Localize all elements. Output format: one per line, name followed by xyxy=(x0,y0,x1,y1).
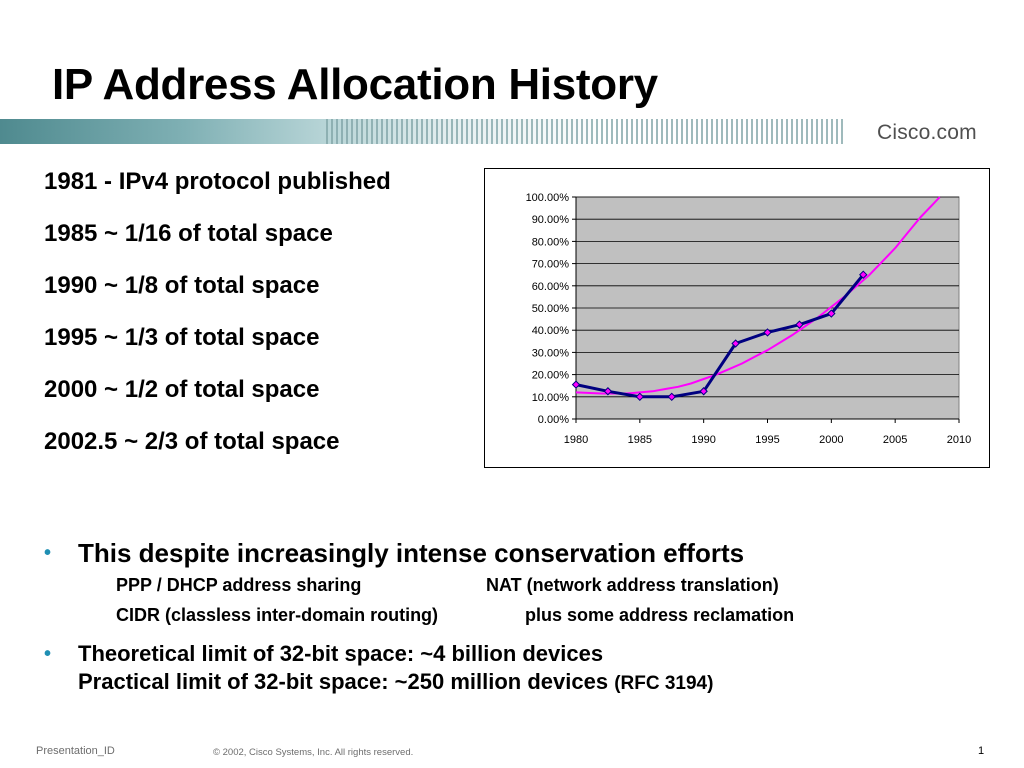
limit-theoretical: Theoretical limit of 32-bit space: ~4 bi… xyxy=(78,641,604,666)
cisco-logo: Cisco.com xyxy=(877,121,977,144)
data-point xyxy=(635,392,645,402)
data-point xyxy=(667,392,676,402)
data-point xyxy=(763,328,772,337)
bullet-icon: • xyxy=(44,643,52,665)
bullet-icon: • xyxy=(44,542,52,564)
y-tick-label: 90.00% xyxy=(532,214,570,226)
x-tick-label: 1980 xyxy=(564,434,588,446)
series-line-actual xyxy=(575,273,865,399)
timeline-item-1981: 1981 - IPv4 protocol published xyxy=(44,168,391,195)
y-tick-label: 20.00% xyxy=(532,370,570,382)
chart-svg: 0.00% 10.00% 20.00% 30.00% 40.00% 50.00% 60.00… xyxy=(526,192,972,446)
y-tick-label: 0.00% xyxy=(538,414,569,426)
data-point xyxy=(827,309,836,318)
sub-nat: NAT (network address translation) xyxy=(486,575,779,595)
limit-practical-line: Practical limit of 32-bit space: ~250 mi… xyxy=(78,668,744,698)
x-tick-label: 2010 xyxy=(947,434,971,446)
data-point xyxy=(571,380,581,389)
x-tick-label: 2005 xyxy=(883,434,907,446)
data-point xyxy=(731,339,740,348)
sub-reclamation: plus some address reclamation xyxy=(525,605,795,625)
slide-title: IP Address Allocation History xyxy=(52,60,658,109)
data-point xyxy=(859,270,868,279)
data-point xyxy=(699,387,708,396)
timeline-list: 1981 - IPv4 protocol published 1985 ~ 1/… xyxy=(44,168,391,480)
x-tick-label: 1995 xyxy=(755,434,779,446)
sub-row-1: PPP / DHCP address sharing NAT (network … xyxy=(44,570,779,600)
y-tick-label: 40.00% xyxy=(532,325,570,337)
allocation-chart: 0.00% 10.00% 20.00% 30.00% 40.00% 50.00% 60.00… xyxy=(484,168,990,468)
footer-presentation-id: Presentation_ID xyxy=(36,745,115,757)
rfc-reference: (RFC 3194) xyxy=(614,673,714,694)
sub-row-2: CIDR (classless inter-domain routing) pl… xyxy=(44,600,794,630)
timeline-item-1990: 1990 ~ 1/8 of total space xyxy=(44,272,320,299)
x-tick-label: 1990 xyxy=(691,434,715,446)
bullet-conservation: • This despite increasingly intense cons… xyxy=(44,536,744,570)
y-tick-label: 10.00% xyxy=(532,392,570,404)
y-tick-label: 70.00% xyxy=(532,259,570,271)
y-tick-label: 30.00% xyxy=(532,347,570,359)
footer-copyright: © 2002, Cisco Systems, Inc. All rights r… xyxy=(213,747,414,758)
timeline-item-2002-5: 2002.5 ~ 2/3 of total space xyxy=(44,428,340,455)
timeline-item-1995: 1995 ~ 1/3 of total space xyxy=(44,324,320,351)
sub-cidr: CIDR (classless inter-domain routing) xyxy=(116,605,439,625)
x-tick-label: 1985 xyxy=(628,434,652,446)
footer-page-number: 1 xyxy=(978,745,985,757)
x-tick-label: 2000 xyxy=(819,434,843,446)
y-tick-label: 50.00% xyxy=(532,303,570,315)
timeline-item-1985: 1985 ~ 1/16 of total space xyxy=(44,220,333,247)
y-tick-label: 80.00% xyxy=(532,236,570,248)
data-point xyxy=(795,320,804,329)
y-tick-label: 60.00% xyxy=(532,281,570,293)
bullet-limits: • Theoretical limit of 32-bit space: ~4 … xyxy=(44,640,744,698)
data-point xyxy=(603,387,613,396)
y-tick-label: 100.00% xyxy=(526,192,570,204)
series-line-trend xyxy=(575,196,941,395)
sub-ppp-dhcp: PPP / DHCP address sharing xyxy=(116,575,362,595)
timeline-item-2000: 2000 ~ 1/2 of total space xyxy=(44,376,320,403)
bullet-list: • This despite increasingly intense cons… xyxy=(44,536,794,698)
limit-practical: Practical limit of 32-bit space: ~250 mi… xyxy=(78,669,609,694)
bullet-conservation-text: This despite increasingly intense conser… xyxy=(78,538,745,568)
header-stripes xyxy=(326,119,846,144)
